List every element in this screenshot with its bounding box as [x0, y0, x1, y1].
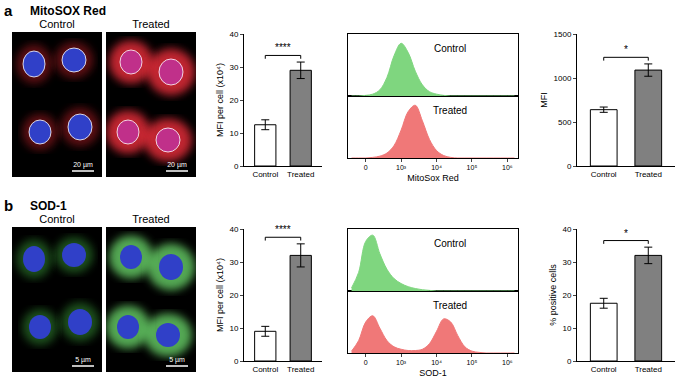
svg-text:10³: 10³: [396, 359, 407, 366]
svg-text:*: *: [624, 44, 628, 55]
html-text:Treated: Treated: [132, 213, 170, 225]
svg-text:10: 10: [562, 324, 571, 333]
svg-text:10: 10: [229, 324, 238, 333]
html-text:MitoSOX Red: MitoSOX Red: [30, 4, 106, 18]
svg-text:40: 40: [229, 225, 238, 234]
svg-text:Control: Control: [434, 238, 466, 249]
svg-text:10⁴: 10⁴: [431, 164, 442, 171]
svg-text:500: 500: [558, 118, 572, 127]
svg-text:MFI per cell (x10⁴): MFI per cell (x10⁴): [215, 63, 225, 137]
svg-text:40: 40: [562, 225, 571, 234]
svg-text:20: 20: [562, 291, 571, 300]
svg-text:30: 30: [229, 63, 238, 72]
svg-text:0: 0: [234, 162, 239, 171]
svg-text:10⁵: 10⁵: [467, 359, 478, 366]
svg-text:0: 0: [364, 359, 368, 366]
svg-text:10: 10: [229, 129, 238, 138]
svg-text:20: 20: [229, 96, 238, 105]
svg-text:****: ****: [275, 224, 291, 235]
svg-text:10⁶: 10⁶: [502, 359, 513, 366]
svg-text:20: 20: [229, 291, 238, 300]
svg-text:5 µm: 5 µm: [169, 356, 185, 364]
svg-text:30: 30: [562, 258, 571, 267]
svg-text:40: 40: [229, 30, 238, 39]
svg-text:0: 0: [567, 162, 572, 171]
svg-text:Control: Control: [252, 365, 278, 374]
html-text:a: a: [4, 2, 13, 19]
svg-text:Treated: Treated: [287, 365, 314, 374]
html-text:SOD-1: SOD-1: [30, 199, 67, 213]
svg-text:SOD-1: SOD-1: [419, 368, 447, 378]
svg-text:30: 30: [229, 258, 238, 267]
svg-text:% positive cells: % positive cells: [548, 264, 558, 326]
html-text:Control: Control: [39, 18, 75, 30]
svg-text:0: 0: [364, 164, 368, 171]
svg-text:0: 0: [567, 357, 572, 366]
svg-text:10⁶: 10⁶: [502, 164, 513, 171]
svg-text:Control: Control: [591, 365, 617, 374]
svg-text:Treated: Treated: [635, 365, 662, 374]
svg-text:10⁵: 10⁵: [467, 164, 478, 171]
svg-text:20 µm: 20 µm: [73, 161, 93, 169]
svg-text:5 µm: 5 µm: [75, 356, 91, 364]
html-text:b: b: [4, 197, 14, 214]
svg-text:****: ****: [275, 42, 291, 53]
svg-text:Control: Control: [252, 170, 278, 179]
svg-text:MitoSox Red: MitoSox Red: [407, 173, 459, 183]
svg-text:*: *: [624, 228, 628, 239]
svg-text:Control: Control: [591, 170, 617, 179]
svg-text:Treated: Treated: [433, 300, 467, 311]
svg-text:1000: 1000: [554, 74, 572, 83]
svg-text:Treated: Treated: [433, 105, 467, 116]
svg-text:MFI per cell (x10⁴): MFI per cell (x10⁴): [215, 258, 225, 332]
svg-text:MFI: MFI: [539, 92, 549, 108]
svg-text:10⁴: 10⁴: [431, 359, 442, 366]
svg-text:Treated: Treated: [287, 170, 314, 179]
svg-text:Treated: Treated: [635, 170, 662, 179]
svg-text:10³: 10³: [396, 164, 407, 171]
html-text:Treated: Treated: [132, 18, 170, 30]
svg-text:Control: Control: [434, 43, 466, 54]
html-text:Control: Control: [39, 213, 75, 225]
svg-text:20 µm: 20 µm: [167, 161, 187, 169]
svg-text:0: 0: [234, 357, 239, 366]
svg-text:1500: 1500: [554, 30, 572, 39]
